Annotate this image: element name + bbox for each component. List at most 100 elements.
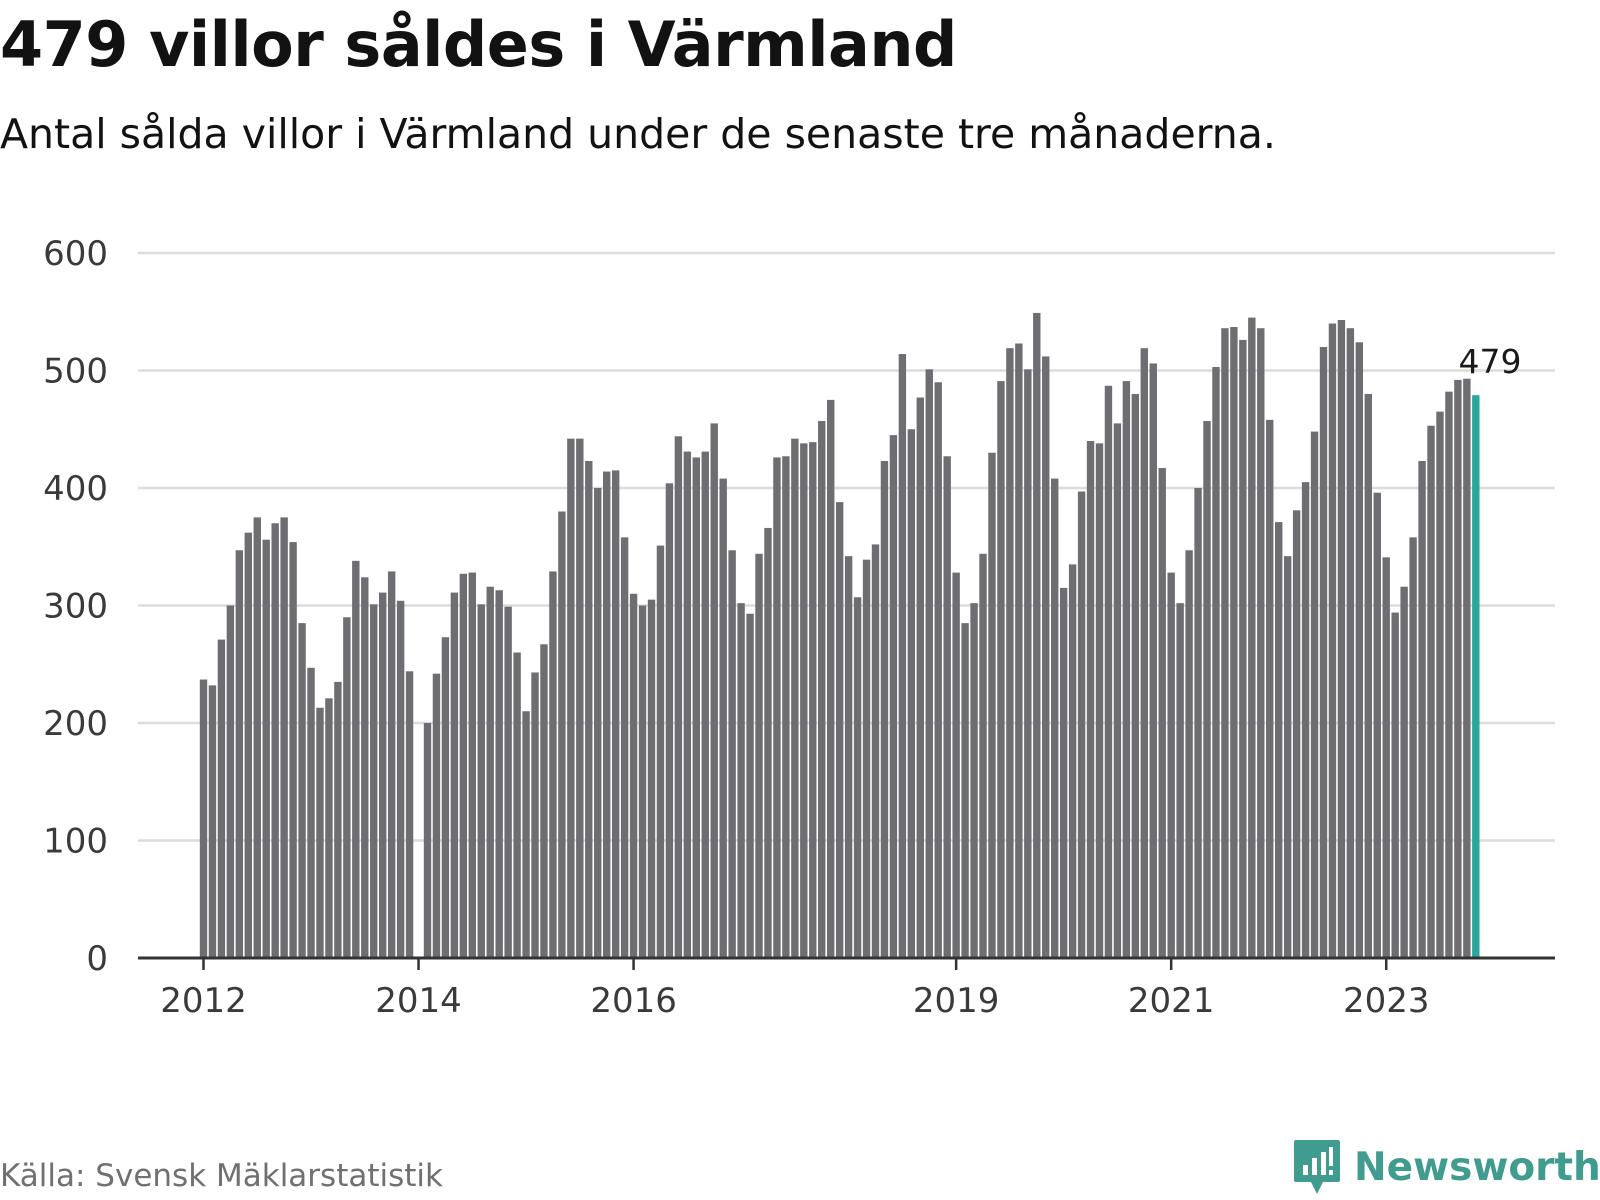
bar bbox=[1113, 423, 1122, 959]
bar bbox=[1140, 348, 1148, 958]
bar bbox=[701, 451, 709, 958]
bar bbox=[719, 478, 727, 958]
bar bbox=[871, 544, 880, 958]
bar bbox=[710, 423, 718, 959]
bar bbox=[746, 613, 754, 958]
highlight-bar bbox=[1472, 395, 1480, 958]
brand-logo: Newsworthy bbox=[1292, 1138, 1600, 1196]
bar bbox=[289, 542, 297, 958]
bar bbox=[1266, 419, 1274, 959]
y-tick-label: 0 bbox=[86, 939, 108, 979]
bar bbox=[334, 681, 342, 959]
bar bbox=[1221, 328, 1229, 958]
bar bbox=[379, 592, 387, 958]
bar bbox=[1418, 460, 1426, 958]
bar bbox=[1409, 537, 1417, 958]
bar bbox=[1337, 319, 1346, 959]
x-tick-label: 2023 bbox=[1343, 981, 1430, 1021]
bar bbox=[827, 399, 835, 959]
bar bbox=[1436, 411, 1444, 959]
bar bbox=[450, 592, 459, 958]
bar bbox=[1346, 328, 1355, 958]
bar bbox=[441, 637, 450, 958]
bar bbox=[1355, 342, 1364, 958]
bar bbox=[1059, 587, 1068, 959]
bar bbox=[235, 550, 244, 958]
bar bbox=[208, 685, 217, 958]
bar bbox=[253, 517, 261, 959]
bar bbox=[800, 443, 808, 959]
bar bbox=[656, 545, 665, 958]
bar bbox=[522, 711, 530, 958]
bar bbox=[764, 527, 772, 958]
bar bbox=[405, 671, 414, 958]
bar bbox=[495, 590, 503, 958]
bar bbox=[316, 707, 324, 958]
bar bbox=[862, 559, 871, 958]
bar bbox=[576, 438, 584, 958]
bar bbox=[280, 517, 288, 959]
bar bbox=[1086, 441, 1095, 958]
bar bbox=[692, 457, 700, 958]
bar bbox=[1310, 431, 1319, 959]
bar bbox=[1292, 510, 1301, 958]
source-note: Källa: Svensk Mäklarstatistik bbox=[0, 1158, 443, 1194]
bar bbox=[1275, 522, 1283, 958]
bar bbox=[226, 605, 235, 958]
bar bbox=[1033, 312, 1041, 958]
bar bbox=[1068, 564, 1077, 959]
bar bbox=[1230, 327, 1238, 958]
bar bbox=[1454, 379, 1462, 958]
x-tick-label: 2012 bbox=[160, 981, 247, 1021]
chart-title: 479 villor såldes i Värmland bbox=[0, 8, 957, 81]
bar bbox=[343, 617, 351, 958]
brand-name: Newsworthy bbox=[1354, 1144, 1600, 1190]
bar bbox=[1364, 394, 1372, 958]
bar bbox=[970, 603, 978, 958]
bar bbox=[1131, 394, 1140, 958]
bar bbox=[620, 537, 629, 958]
bar bbox=[477, 604, 485, 958]
bar bbox=[217, 639, 226, 958]
bar bbox=[647, 599, 656, 959]
bar bbox=[782, 456, 790, 958]
bar bbox=[486, 586, 494, 958]
bar bbox=[934, 382, 942, 958]
bar bbox=[1006, 348, 1014, 958]
bar bbox=[370, 604, 378, 958]
y-tick-label: 600 bbox=[43, 234, 108, 274]
bar bbox=[1122, 381, 1131, 958]
bar bbox=[1095, 443, 1104, 959]
bar bbox=[997, 381, 1005, 958]
bar bbox=[629, 593, 638, 958]
y-tick-label: 300 bbox=[43, 587, 108, 627]
bar bbox=[773, 457, 781, 958]
bar bbox=[1149, 363, 1157, 958]
x-tick-label: 2019 bbox=[913, 981, 1000, 1021]
bar bbox=[432, 673, 441, 958]
bar bbox=[298, 623, 306, 959]
bar bbox=[244, 532, 252, 958]
bar bbox=[1024, 369, 1032, 959]
bar bbox=[594, 488, 602, 958]
bar bbox=[665, 483, 674, 958]
bar bbox=[361, 577, 369, 958]
bar bbox=[567, 438, 575, 958]
bar bbox=[1015, 343, 1023, 959]
bar bbox=[880, 460, 889, 958]
bar bbox=[1239, 339, 1247, 958]
bar bbox=[809, 442, 817, 958]
bar bbox=[844, 556, 853, 958]
bar bbox=[1427, 425, 1435, 959]
bar bbox=[531, 672, 539, 958]
bar bbox=[898, 354, 907, 958]
bar bbox=[585, 460, 593, 958]
bar bbox=[1283, 556, 1292, 958]
bar bbox=[513, 652, 521, 958]
bar bbox=[540, 644, 548, 958]
bar bbox=[907, 429, 916, 958]
bar-chart: 0 100 200 300 400 500 600 2012 2014 2016 2019 2021… bbox=[43, 234, 1555, 1021]
bar bbox=[755, 553, 763, 958]
bar bbox=[325, 698, 333, 958]
bar bbox=[1319, 347, 1328, 958]
